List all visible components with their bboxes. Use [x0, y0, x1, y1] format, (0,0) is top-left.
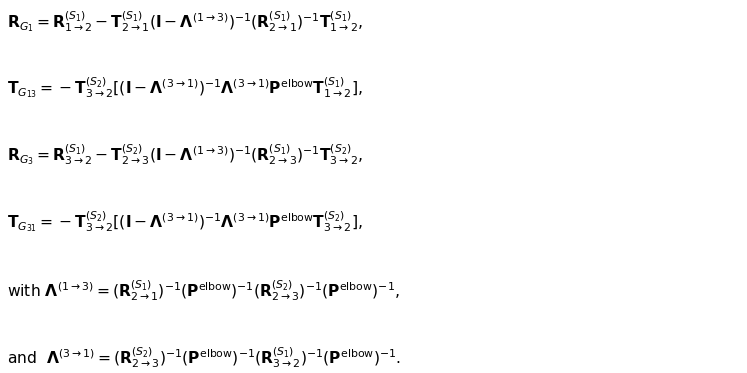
Text: $\mathbf{R}_{G_3} = \mathbf{R}_{3\rightarrow2}^{(S_1)} - \mathbf{T}_{2\rightarro: $\mathbf{R}_{G_3} = \mathbf{R}_{3\righta… [7, 142, 364, 167]
Text: $\mathbf{T}_{G_{31}} = -\mathbf{T}_{3\rightarrow2}^{(S_2)}[(\mathbf{I} - \boldsy: $\mathbf{T}_{G_{31}} = -\mathbf{T}_{3\ri… [7, 209, 363, 234]
Text: $\mathbf{R}_{G_1} = \mathbf{R}_{1\rightarrow2}^{(S_1)} - \mathbf{T}_{2\rightarro: $\mathbf{R}_{G_1} = \mathbf{R}_{1\righta… [7, 9, 364, 34]
Text: $\mathrm{with}\ \boldsymbol{\Lambda}^{(1\rightarrow3)} = (\mathbf{R}_{2\rightarr: $\mathrm{with}\ \boldsymbol{\Lambda}^{(1… [7, 278, 400, 303]
Text: $\mathbf{T}_{G_{13}} = -\mathbf{T}_{3\rightarrow2}^{(S_2)}[(\mathbf{I} - \boldsy: $\mathbf{T}_{G_{13}} = -\mathbf{T}_{3\ri… [7, 75, 363, 100]
Text: $\mathrm{and}\ \ \boldsymbol{\Lambda}^{(3\rightarrow1)} = (\mathbf{R}_{2\rightar: $\mathrm{and}\ \ \boldsymbol{\Lambda}^{(… [7, 345, 401, 370]
